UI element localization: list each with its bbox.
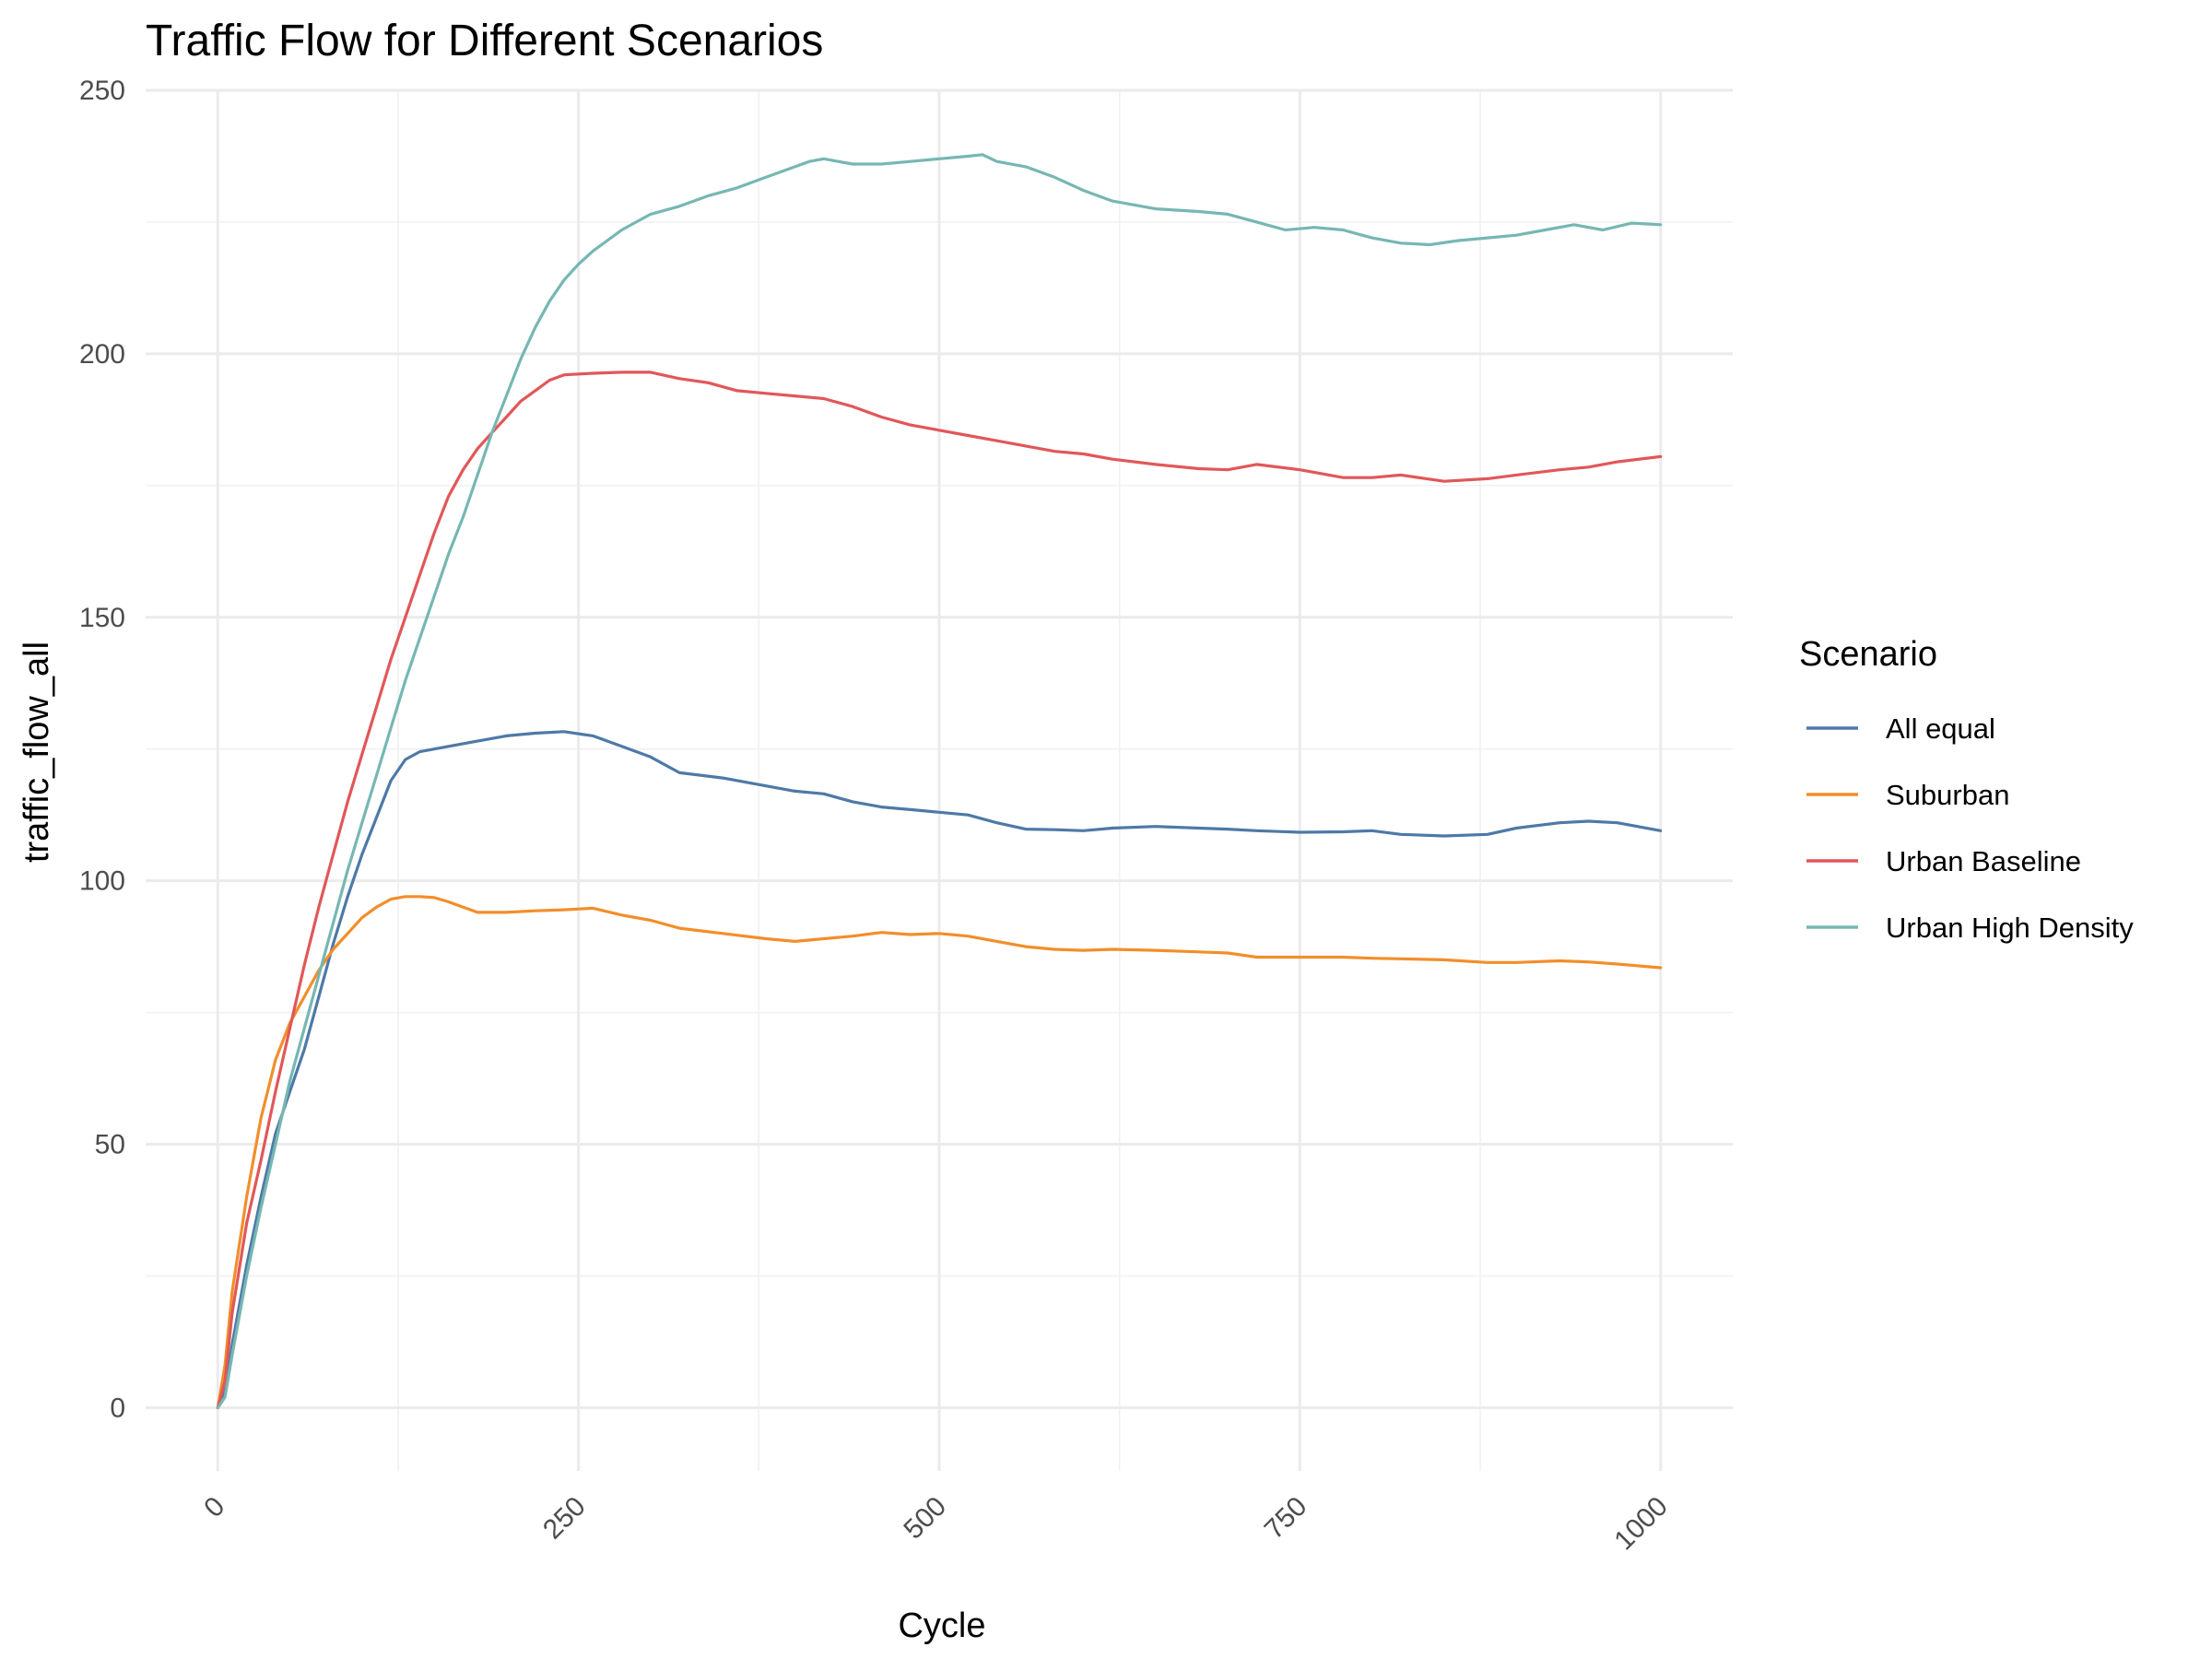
- legend-item: Suburban: [1806, 779, 2009, 811]
- x-tick-label: 1000: [1608, 1491, 1674, 1557]
- axis-layer: 0 50 100 150 200 250 0 250 500 750 1000: [79, 76, 1674, 1556]
- series-layer: [216, 153, 1663, 1410]
- legend-item: All equal: [1806, 712, 1995, 745]
- x-tick-label: 0: [198, 1491, 230, 1524]
- legend-title: Scenario: [1799, 635, 1937, 674]
- legend-item: Urban High Density: [1806, 912, 2134, 944]
- legend-item: Urban Baseline: [1806, 845, 2081, 877]
- y-tick-label: 50: [95, 1130, 125, 1160]
- legend: Scenario All equal Suburban Urban Baseline…: [1799, 635, 2134, 944]
- series-line-urban-baseline: [216, 371, 1663, 1410]
- x-tick-label: 750: [1259, 1491, 1313, 1546]
- grid-layer: [146, 88, 1733, 1471]
- y-tick-label: 0: [110, 1393, 125, 1423]
- y-tick-label: 100: [79, 866, 125, 897]
- chart-title: Traffic Flow for Different Scenarios: [146, 17, 823, 65]
- legend-label: All equal: [1886, 712, 1995, 745]
- series-line-all-equal: [216, 730, 1663, 1410]
- legend-label: Suburban: [1886, 779, 2009, 811]
- y-tick-label: 200: [79, 339, 125, 370]
- y-tick-label: 250: [79, 76, 125, 106]
- x-tick-label: 500: [898, 1491, 952, 1546]
- series-line-suburban: [216, 895, 1663, 1410]
- legend-label: Urban High Density: [1886, 912, 2134, 944]
- y-tick-label: 150: [79, 603, 125, 633]
- x-tick-label: 250: [537, 1491, 592, 1546]
- legend-items: All equal Suburban Urban Baseline Urban Hig…: [1806, 712, 2134, 944]
- legend-label: Urban Baseline: [1886, 845, 2081, 877]
- x-axis-title: Cycle: [898, 1606, 985, 1645]
- y-axis-title: traffic_flow_all: [18, 641, 56, 863]
- series-line-urban-high-density: [216, 153, 1663, 1410]
